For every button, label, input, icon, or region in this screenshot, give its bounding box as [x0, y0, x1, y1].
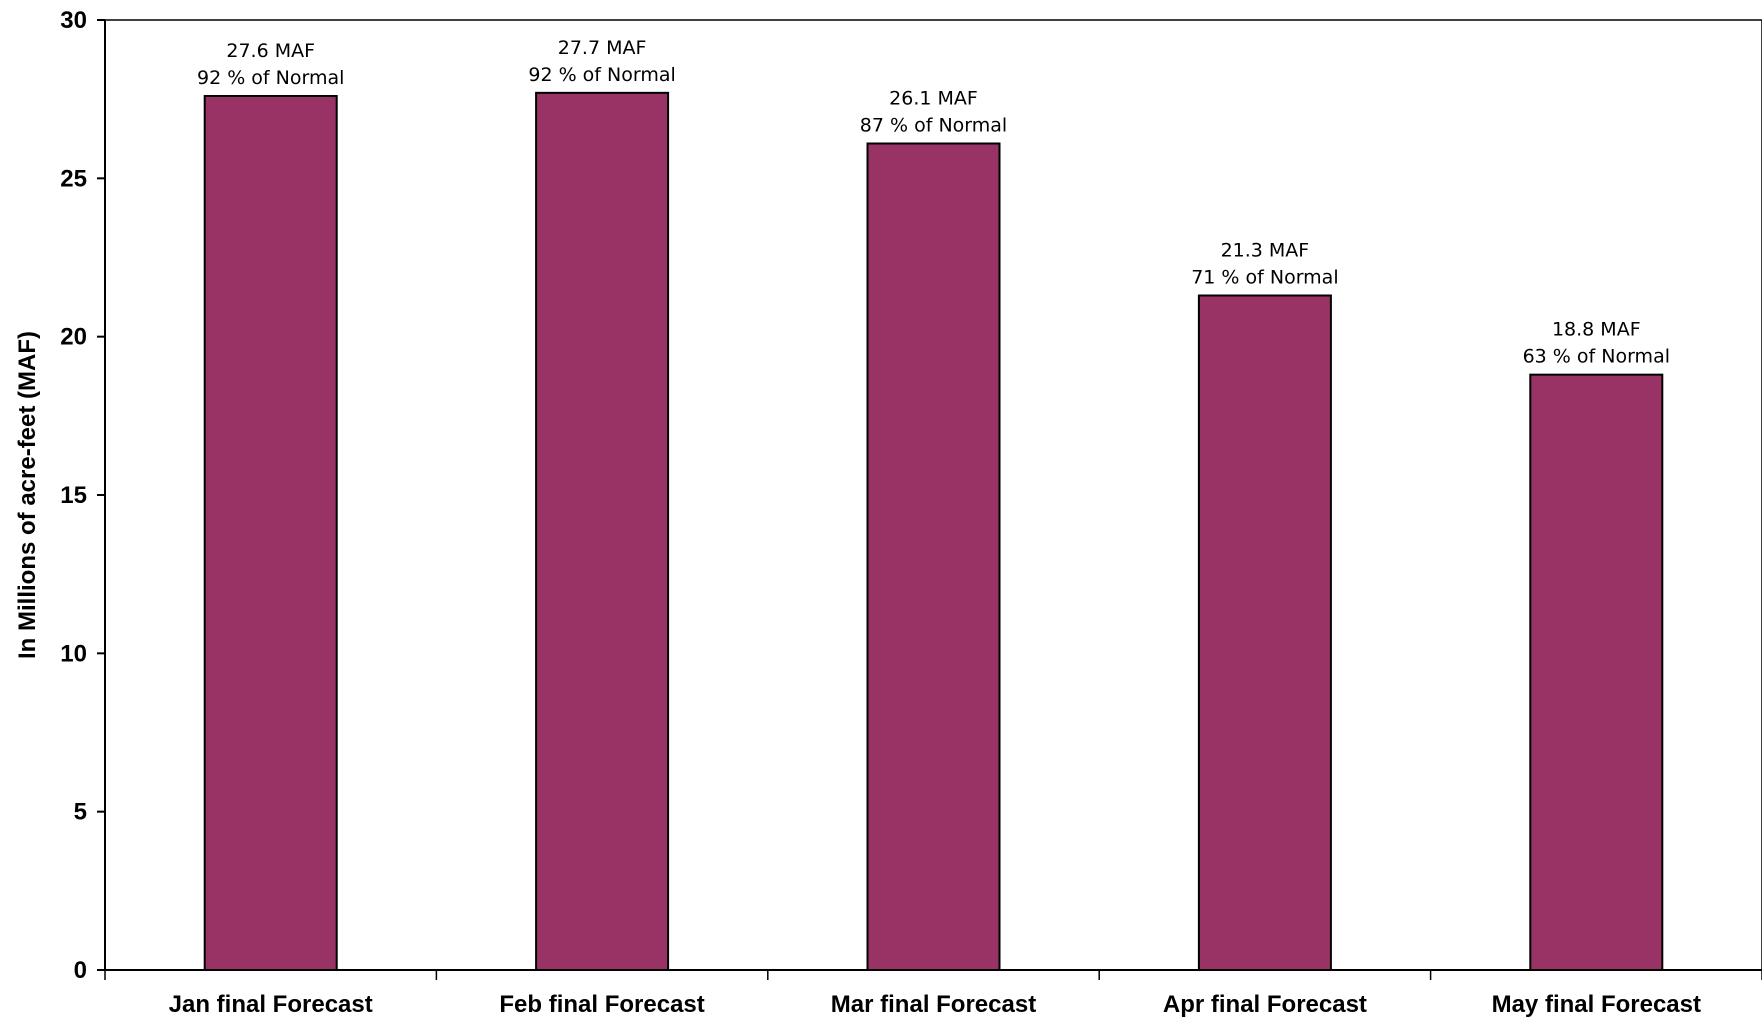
- bar-data-label: 87 % of Normal: [860, 115, 1007, 137]
- x-axis-ticks: [104, 970, 1762, 980]
- bar: [1529, 373, 1664, 971]
- bar-data-label: 63 % of Normal: [1523, 346, 1670, 368]
- bar: [535, 91, 670, 972]
- bar-data-label: 21.3 MAF: [1221, 240, 1310, 262]
- y-axis-label: In Millions of acre-feet (MAF): [14, 331, 41, 659]
- category-labels: Jan final Forecast Feb final Forecast Mar …: [169, 991, 1701, 1018]
- y-tick-label: 30: [60, 7, 87, 34]
- bar-data-label: 26.1 MAF: [889, 88, 978, 110]
- bar-data-label: 27.7 MAF: [558, 37, 647, 59]
- bar-data-label: 92 % of Normal: [197, 67, 344, 89]
- x-category-label: Apr final Forecast: [1163, 991, 1367, 1018]
- bar: [203, 95, 338, 971]
- bar-data-label: 71 % of Normal: [1191, 267, 1338, 289]
- bar: [1197, 294, 1332, 971]
- y-tick-label: 25: [60, 165, 87, 192]
- bar-data-label: 18.8 MAF: [1552, 319, 1641, 341]
- y-tick-label: 10: [60, 640, 87, 667]
- x-category-label: Feb final Forecast: [499, 991, 704, 1018]
- y-axis-ticks: 0 5 10 15 20 25 30: [60, 7, 105, 984]
- data-labels: 27.6 MAF 92 % of Normal 27.7 MAF 92 % of No…: [197, 37, 1670, 368]
- y-tick-label: 20: [60, 324, 87, 351]
- y-tick-label: 0: [74, 957, 87, 984]
- y-tick-label: 5: [74, 799, 87, 826]
- bar-data-label: 27.6 MAF: [226, 40, 315, 62]
- bars: [203, 91, 1664, 972]
- bar: [866, 142, 1001, 971]
- x-category-label: May final Forecast: [1492, 991, 1701, 1018]
- x-category-label: Mar final Forecast: [831, 991, 1036, 1018]
- x-category-label: Jan final Forecast: [169, 991, 373, 1018]
- bar-data-label: 92 % of Normal: [528, 64, 675, 86]
- y-tick-label: 15: [60, 482, 87, 509]
